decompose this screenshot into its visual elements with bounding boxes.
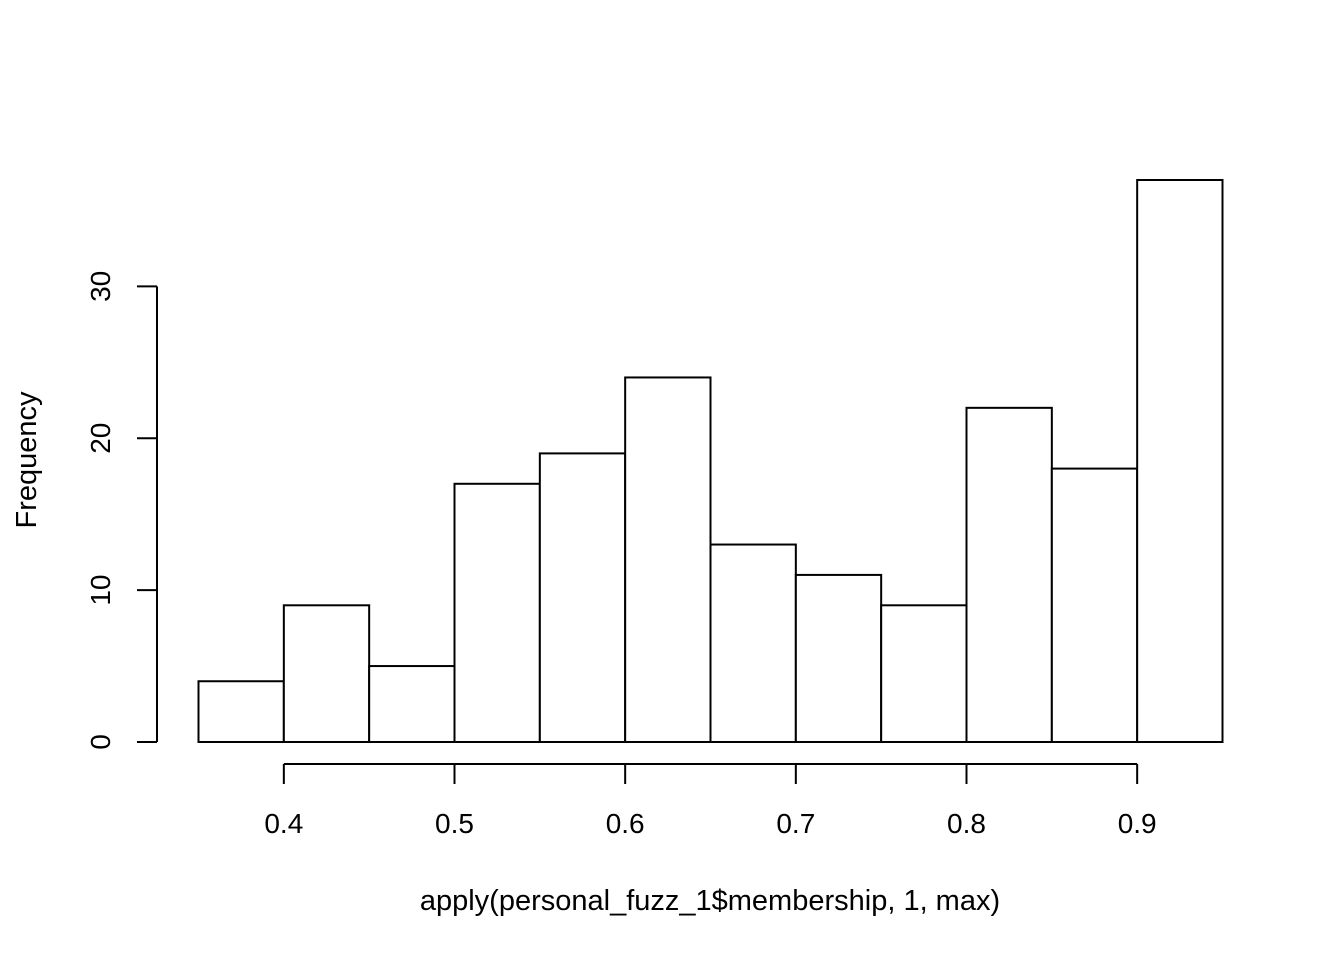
histogram-bar: [282, 604, 371, 743]
x-axis: 0.4 0.5 0.6 0.7 0.8 0.9: [264, 763, 1157, 839]
x-axis-title: apply(personal_fuzz_1$membership, 1, max…: [420, 885, 1000, 917]
histogram-bar: [709, 543, 797, 743]
histogram-bar: [880, 604, 968, 743]
x-tick-label: 0.9: [1118, 808, 1157, 839]
y-axis-title: Frequency: [11, 391, 43, 529]
y-tick-label: 10: [85, 575, 116, 606]
y-tick-label: 0: [85, 734, 116, 750]
y-axis: 0 10 20 30: [85, 271, 158, 750]
histogram-bar: [965, 406, 1053, 743]
y-tick-label: 30: [85, 271, 116, 302]
histogram-bar: [1050, 467, 1139, 743]
x-tick-label: 0.7: [776, 808, 815, 839]
histogram-bar: [1136, 179, 1224, 743]
histogram-bar: [794, 573, 883, 744]
histogram-bar: [197, 680, 285, 743]
histogram-bar: [368, 665, 456, 744]
histogram-bar: [624, 376, 712, 743]
histogram-bar: [453, 482, 541, 743]
x-tick-label: 0.5: [435, 808, 474, 839]
histogram-bar: [538, 452, 627, 743]
histogram-bars: [197, 179, 1224, 744]
x-tick-label: 0.8: [947, 808, 986, 839]
x-tick-label: 0.4: [264, 808, 303, 839]
x-tick-label: 0.6: [606, 808, 645, 839]
y-tick-label: 20: [85, 423, 116, 454]
